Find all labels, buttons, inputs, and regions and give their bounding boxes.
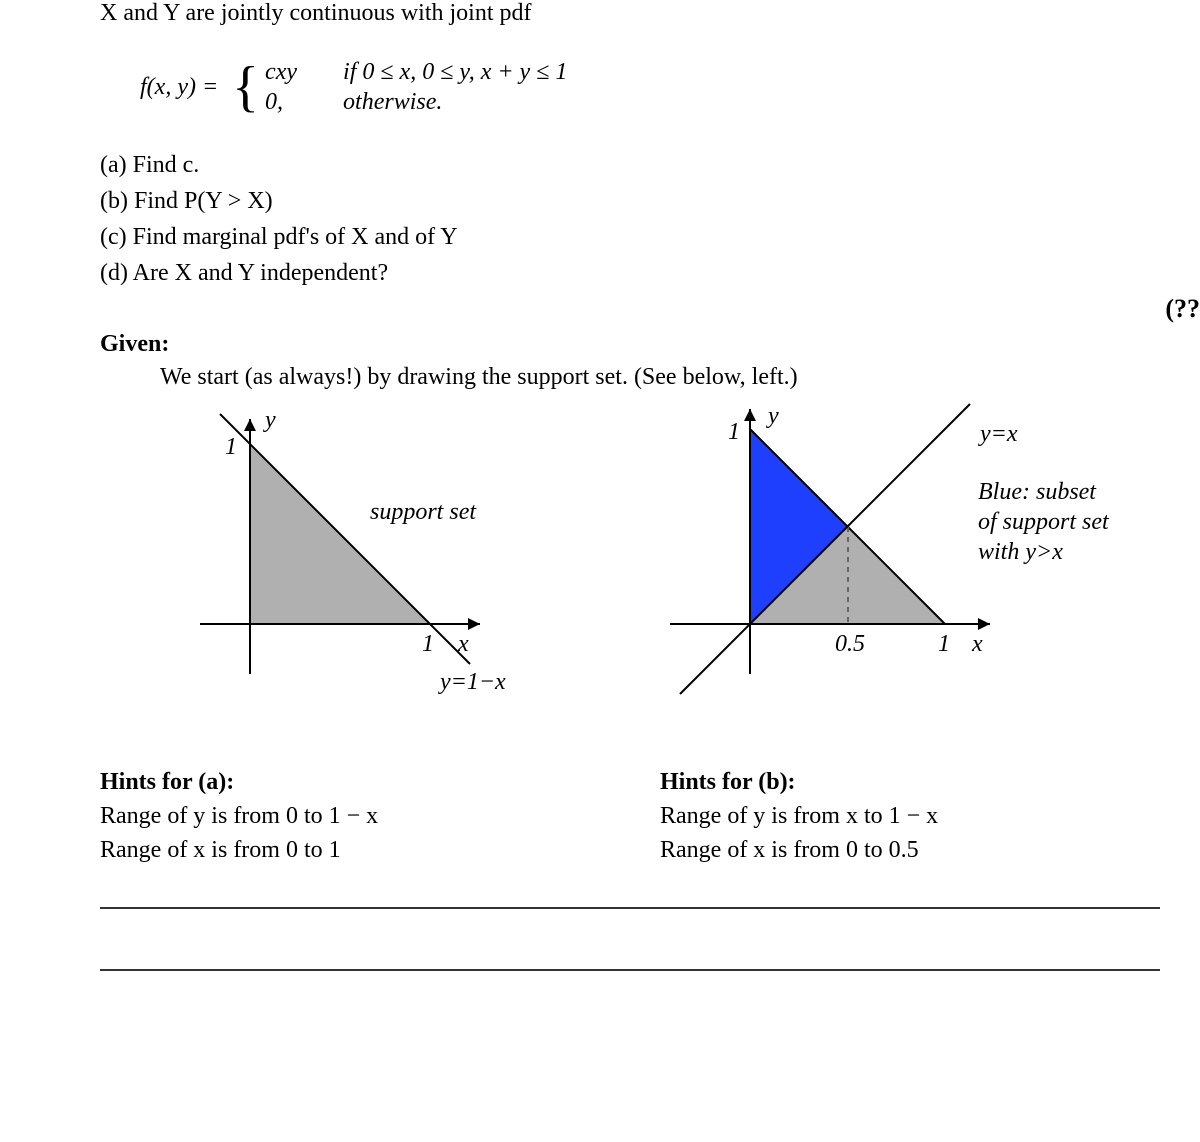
fig-left-one-y: 1 <box>225 434 237 460</box>
case1-cond: if 0 ≤ x, 0 ≤ y, x + y ≤ 1 <box>343 57 567 87</box>
fig-right-caption-2: of support set <box>978 509 1110 535</box>
part-a: (a) Find c. <box>100 147 1160 183</box>
part-b: (b) Find P(Y > X) <box>100 183 1160 219</box>
support-set-figure: 1 y 1 x support set y=1−x <box>160 399 620 725</box>
fig-right-one-x: 1 <box>938 631 950 657</box>
problem-parts: (a) Find c. (b) Find P(Y > X) (c) Find m… <box>100 147 1160 291</box>
hints-a-heading: Hints for (a): <box>100 765 600 799</box>
hints-b: Hints for (b): Range of y is from x to 1… <box>660 765 1160 867</box>
pdf-formula: f(x, y) = { cxy if 0 ≤ x, 0 ≤ y, x + y ≤… <box>140 57 1160 117</box>
formula-lhs: f(x, y) = <box>140 74 218 101</box>
fig-left-one-x: 1 <box>422 631 434 657</box>
case2-cond: otherwise. <box>343 87 442 117</box>
hints-b-l2: Range of x is from 0 to 0.5 <box>660 833 1160 867</box>
fig-right-yx-label: y=x <box>978 421 1018 447</box>
hints-b-l1: Range of y is from x to 1 − x <box>660 799 1160 833</box>
fig-left-caption: support set <box>370 499 477 525</box>
given-text: We start (as always!) by drawing the sup… <box>160 364 1160 391</box>
fig-left-y-label: y <box>263 407 276 433</box>
part-d: (d) Are X and Y independent? <box>100 255 1160 291</box>
fig-right-y-label: y <box>766 403 779 429</box>
hints-a: Hints for (a): Range of y is from 0 to 1… <box>100 765 600 867</box>
fig-right-one-y: 1 <box>728 419 740 445</box>
case1-expr: cxy <box>265 57 325 87</box>
case2-expr: 0, <box>265 87 325 117</box>
divider-1 <box>100 907 1160 909</box>
formula-cases: cxy if 0 ≤ x, 0 ≤ y, x + y ≤ 1 0, otherw… <box>265 57 567 117</box>
hints-a-l1: Range of y is from 0 to 1 − x <box>100 799 600 833</box>
fig-left-line-label: y=1−x <box>438 669 506 695</box>
fig-right-half: 0.5 <box>835 631 865 657</box>
intro-text: X and Y are jointly continuous with join… <box>100 0 1160 27</box>
fig-left-x-label: x <box>457 631 469 657</box>
hints-b-heading: Hints for (b): <box>660 765 1160 799</box>
fig-right-caption-1: Blue: subset <box>978 479 1097 505</box>
given-heading: Given: <box>100 331 1160 358</box>
part-c: (c) Find marginal pdf's of X and of Y <box>100 219 1160 255</box>
fig-right-caption-3: with y>x <box>978 539 1063 565</box>
hints-a-l2: Range of x is from 0 to 1 <box>100 833 600 867</box>
divider-2 <box>100 969 1160 971</box>
page-ref: (?? <box>1165 291 1200 327</box>
fig-right-x-label: x <box>971 631 983 657</box>
subset-figure: 1 y 0.5 1 x y=x Blue: subset of support … <box>660 399 1160 725</box>
brace-icon: { <box>232 67 259 107</box>
